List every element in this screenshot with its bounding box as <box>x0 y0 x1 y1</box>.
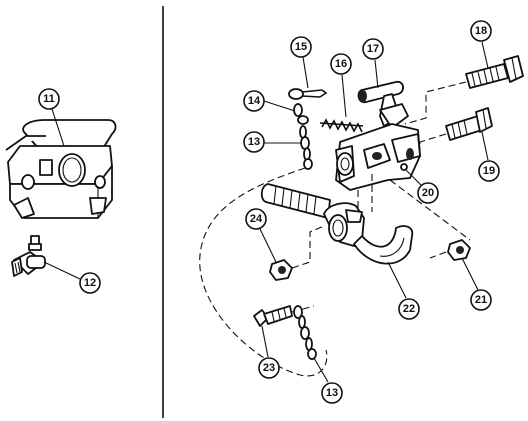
leader-19 <box>481 131 489 161</box>
svg-text:21: 21 <box>475 294 487 306</box>
part-19-short-bolt <box>445 107 493 141</box>
leader-12 <box>43 261 81 280</box>
dash-align-3 <box>389 179 471 241</box>
leader-22 <box>387 261 407 299</box>
callout-11: 11 <box>38 88 60 110</box>
svg-text:13: 13 <box>326 387 338 399</box>
callout-23: 23 <box>258 357 280 379</box>
svg-text:23: 23 <box>263 362 275 374</box>
leader-24 <box>259 228 277 263</box>
leader-23 <box>261 325 269 358</box>
part-13-chain-upper <box>299 125 313 170</box>
chain-loop-line <box>199 167 328 377</box>
callout-20: 20 <box>417 182 439 204</box>
svg-text:15: 15 <box>295 41 307 53</box>
dash-bolt-18 <box>404 81 467 125</box>
leader-16 <box>341 74 347 118</box>
callout-24: 24 <box>245 208 267 230</box>
leader-20 <box>405 169 422 186</box>
callout-18: 18 <box>470 20 492 42</box>
part-20-latch-body <box>335 123 421 191</box>
part-14-ring-link <box>293 103 309 125</box>
part-24-nut <box>269 259 293 281</box>
callout-19: 19 <box>478 160 500 182</box>
svg-text:11: 11 <box>43 93 55 105</box>
svg-text:20: 20 <box>422 187 434 199</box>
callout-21: 21 <box>470 289 492 311</box>
svg-text:19: 19 <box>483 165 495 177</box>
callout-17: 17 <box>362 38 384 60</box>
callout-12: 12 <box>79 272 101 294</box>
part-18-long-bolt <box>465 55 524 89</box>
svg-text:17: 17 <box>367 43 379 55</box>
svg-text:24: 24 <box>250 213 263 225</box>
part-17-t-handle <box>357 80 409 129</box>
leader-18 <box>481 41 489 69</box>
dash-nut-21 <box>429 251 447 259</box>
svg-text:16: 16 <box>335 58 347 70</box>
callout-13-upper: 13 <box>243 131 265 153</box>
part-12-elbow-fitting <box>11 235 46 277</box>
part-13-chain-lower <box>293 305 317 360</box>
callout-22: 22 <box>398 298 420 320</box>
svg-text:18: 18 <box>475 25 487 37</box>
callout-16: 16 <box>330 53 352 75</box>
svg-text:22: 22 <box>403 303 415 315</box>
callout-14: 14 <box>243 90 265 112</box>
callout-15: 15 <box>290 36 312 58</box>
part-23-screw <box>253 305 293 327</box>
part-22-hook <box>260 183 414 265</box>
svg-text:13: 13 <box>248 136 260 148</box>
leader-15 <box>302 56 309 89</box>
part-11-mounting-plate <box>5 119 117 219</box>
part-21-nut <box>447 239 471 261</box>
leader-11 <box>51 108 65 147</box>
svg-text:14: 14 <box>248 95 261 107</box>
part-15-cotter-pin <box>288 88 328 100</box>
svg-text:12: 12 <box>84 277 96 289</box>
leader-21 <box>461 257 479 291</box>
dash-bolt-19 <box>419 133 447 152</box>
callout-13-lower: 13 <box>321 382 343 404</box>
part-16-spring <box>319 118 364 133</box>
leader-17 <box>374 59 379 89</box>
dash-nut-24 <box>291 225 325 269</box>
leader-13-lower <box>313 357 329 383</box>
leader-14 <box>263 100 296 112</box>
